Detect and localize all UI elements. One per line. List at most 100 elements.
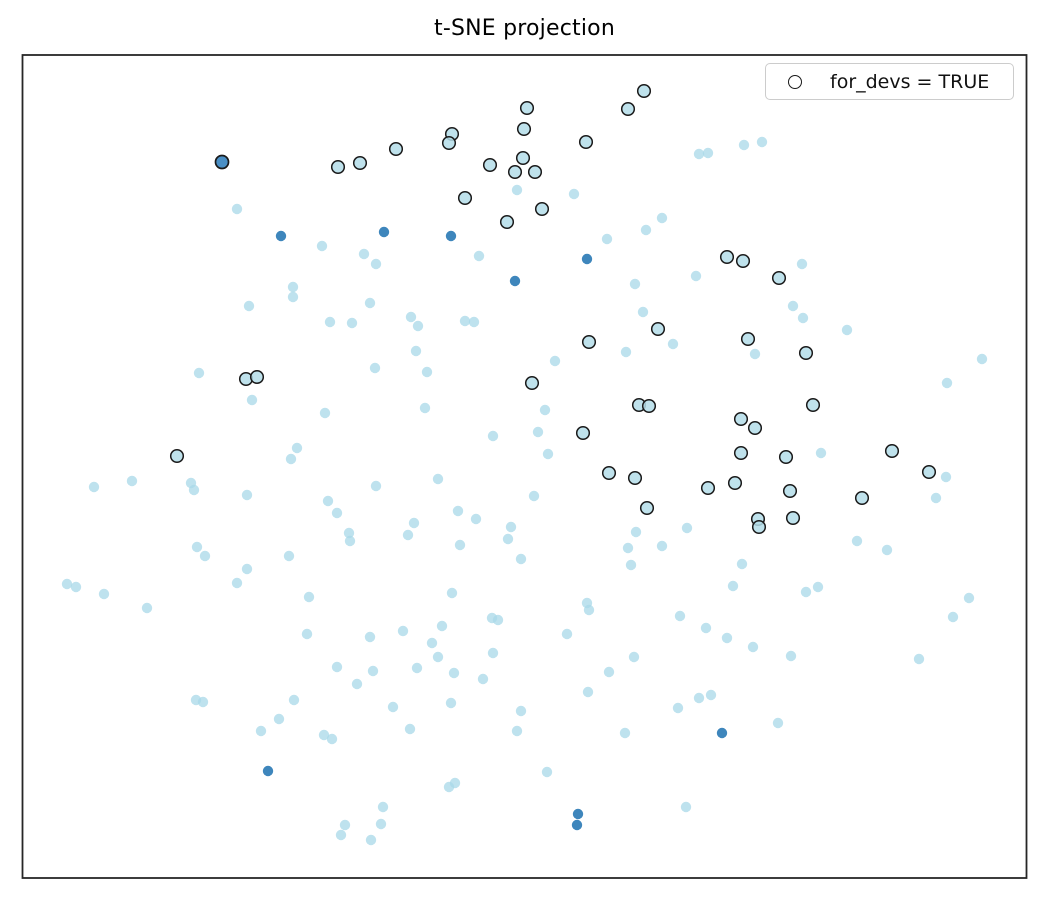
chart-title: t-SNE projection: [434, 16, 615, 41]
data-point-for-devs-false-light: [749, 348, 761, 360]
data-point-for-devs-true-light: [884, 443, 900, 459]
data-point-for-devs-false-light: [324, 316, 336, 328]
data-point-for-devs-true-light: [650, 321, 666, 337]
data-point-for-devs-false-light: [375, 818, 387, 830]
data-point-for-devs-false-light: [367, 665, 379, 677]
data-point-for-devs-false-light: [505, 521, 517, 533]
data-point-for-devs-true-light: [527, 164, 543, 180]
data-point-for-devs-false-dark: [571, 819, 583, 831]
data-point-for-devs-false-light: [319, 407, 331, 419]
data-point-for-devs-false-light: [365, 834, 377, 846]
data-point-for-devs-false-light: [468, 316, 480, 328]
data-point-for-devs-false-light: [61, 578, 73, 590]
data-point-for-devs-false-light: [387, 701, 399, 713]
data-point-for-devs-false-light: [515, 553, 527, 565]
data-point-for-devs-false-light: [344, 535, 356, 547]
data-point-for-devs-false-light: [625, 559, 637, 571]
data-point-for-devs-true-light: [620, 101, 636, 117]
data-point-for-devs-true-light: [921, 464, 937, 480]
data-point-for-devs-false-light: [690, 270, 702, 282]
data-point-for-devs-false-light: [288, 694, 300, 706]
data-point-for-devs-false-dark: [445, 230, 457, 242]
data-point-for-devs-true-light: [627, 470, 643, 486]
data-point-for-devs-false-light: [785, 650, 797, 662]
data-point-for-devs-false-light: [487, 430, 499, 442]
data-point-for-devs-false-light: [656, 540, 668, 552]
plot-frame: [21, 54, 1028, 879]
data-point-for-devs-true-light: [798, 345, 814, 361]
data-point-for-devs-false-light: [796, 258, 808, 270]
data-point-for-devs-true-light: [805, 397, 821, 413]
legend: for_devs = TRUE: [765, 63, 1014, 100]
data-point-for-devs-true-light: [524, 375, 540, 391]
data-point-for-devs-false-light: [756, 136, 768, 148]
data-point-for-devs-false-light: [412, 320, 424, 332]
data-point-for-devs-false-light: [369, 362, 381, 374]
open-circle-icon: [788, 74, 802, 89]
data-point-for-devs-false-light: [629, 278, 641, 290]
data-point-for-devs-false-light: [797, 312, 809, 324]
data-point-for-devs-false-light: [436, 620, 448, 632]
data-point-for-devs-false-light: [603, 666, 615, 678]
data-point-for-devs-false-light: [502, 533, 514, 545]
data-point-for-devs-false-dark: [378, 226, 390, 238]
data-point-for-devs-true-light: [733, 411, 749, 427]
data-point-for-devs-false-light: [454, 539, 466, 551]
data-point-for-devs-false-light: [331, 661, 343, 673]
data-point-for-devs-false-light: [410, 345, 422, 357]
data-point-for-devs-false-light: [335, 829, 347, 841]
data-point-for-devs-true-light: [727, 475, 743, 491]
data-point-for-devs-false-light: [681, 522, 693, 534]
data-point-for-devs-false-light: [358, 248, 370, 260]
data-point-for-devs-false-light: [370, 480, 382, 492]
data-point-for-devs-false-light: [680, 801, 692, 813]
data-point-for-devs-true-light: [388, 141, 404, 157]
data-point-for-devs-false-light: [511, 725, 523, 737]
data-point-for-devs-false-dark: [509, 275, 521, 287]
data-point-for-devs-false-light: [343, 527, 355, 539]
data-point-for-devs-false-light: [940, 471, 952, 483]
data-point-for-devs-false-light: [408, 517, 420, 529]
data-point-for-devs-true-light: [771, 270, 787, 286]
data-point-for-devs-false-light: [736, 558, 748, 570]
data-point-for-devs-false-light: [188, 484, 200, 496]
data-point-for-devs-false-light: [446, 587, 458, 599]
data-point-for-devs-false-light: [815, 447, 827, 459]
data-point-for-devs-false-light: [705, 689, 717, 701]
data-point-for-devs-false-light: [851, 535, 863, 547]
data-point-for-devs-false-light: [674, 610, 686, 622]
data-point-for-devs-false-light: [881, 544, 893, 556]
data-point-for-devs-false-light: [370, 258, 382, 270]
data-point-for-devs-true-light: [534, 201, 550, 217]
data-point-for-devs-true-light: [641, 398, 657, 414]
data-point-for-devs-true-light: [519, 100, 535, 116]
data-point-for-devs-false-light: [411, 662, 423, 674]
data-point-for-devs-false-light: [667, 338, 679, 350]
data-point-for-devs-true-light: [854, 490, 870, 506]
data-point-for-devs-false-light: [561, 628, 573, 640]
data-point-for-devs-false-light: [326, 733, 338, 745]
data-point-for-devs-true-light: [785, 510, 801, 526]
data-point-for-devs-false-light: [448, 667, 460, 679]
data-point-for-devs-true-light: [581, 334, 597, 350]
data-point-for-devs-true-light: [457, 190, 473, 206]
data-point-for-devs-true-light: [733, 445, 749, 461]
data-point-for-devs-false-light: [941, 377, 953, 389]
data-point-for-devs-false-light: [656, 212, 668, 224]
data-point-for-devs-false-light: [285, 453, 297, 465]
data-point-for-devs-false-light: [322, 495, 334, 507]
data-point-for-devs-false-light: [812, 581, 824, 593]
data-point-for-devs-false-light: [273, 713, 285, 725]
data-point-for-devs-true-light: [719, 249, 735, 265]
data-point-for-devs-false-dark: [275, 230, 287, 242]
data-point-for-devs-false-light: [377, 801, 389, 813]
data-point-for-devs-false-light: [445, 697, 457, 709]
data-point-for-devs-false-light: [568, 188, 580, 200]
data-point-for-devs-true-light: [515, 150, 531, 166]
data-point-for-devs-false-light: [287, 281, 299, 293]
points-layer: [61, 83, 988, 846]
data-point-for-devs-false-light: [126, 475, 138, 487]
data-point-for-devs-true-light: [636, 83, 652, 99]
data-point-for-devs-true-light: [330, 159, 346, 175]
